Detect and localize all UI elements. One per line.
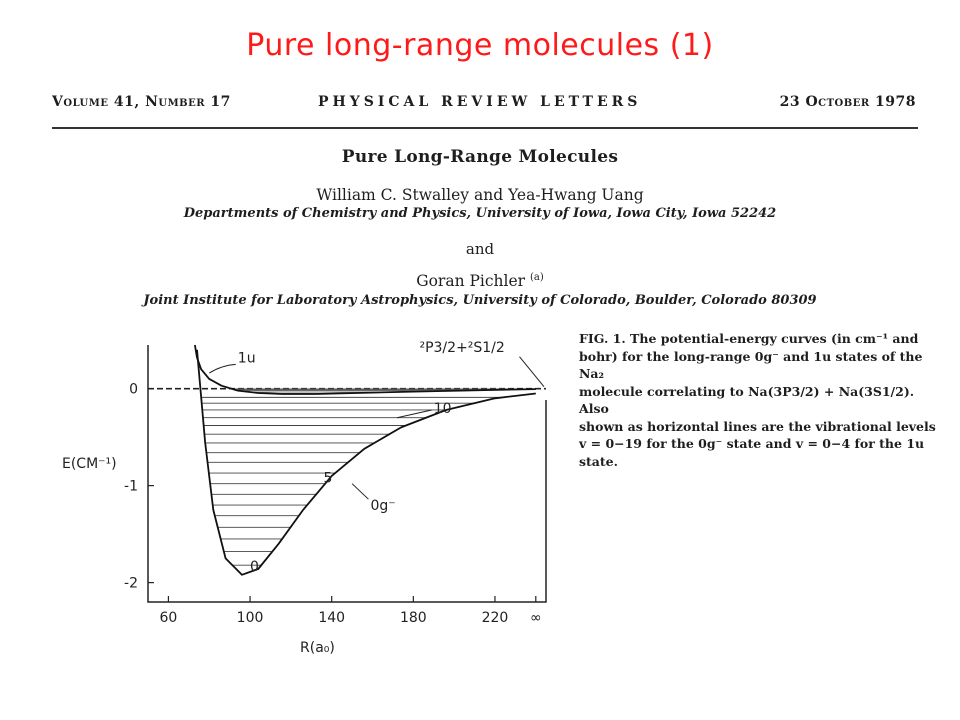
x-tick-label: 140 — [318, 610, 345, 626]
curve-label-0g: 0g⁻ — [370, 498, 395, 514]
level-annotation-5: 5 — [324, 471, 333, 487]
author-2: Goran Pichler (a) — [0, 272, 960, 290]
caption-line: bohr) for the long-range 0g⁻ and 1u stat… — [579, 348, 923, 382]
journal-date: 23 October 1978 — [779, 94, 916, 110]
caption-line: shown as horizontal lines are the vibrat… — [579, 418, 936, 434]
author-2-name: Goran Pichler — [416, 272, 526, 291]
level-leader-10 — [396, 409, 432, 419]
author-2-footnote: (a) — [530, 272, 544, 283]
label-leader-1u — [208, 363, 236, 374]
affiliation-2: Joint Institute for Laboratory Astrophys… — [143, 293, 817, 308]
affiliation-1: Departments of Chemistry and Physics, Un… — [183, 206, 777, 221]
y-axis-label: E(CM⁻¹) — [62, 456, 117, 472]
slide-title: Pure long-range molecules (1) — [246, 28, 714, 63]
asymptote-label: ²P3/2+²S1/2 — [419, 340, 504, 356]
authors-line-1: William C. Stwalley and Yea-Hwang Uang — [316, 186, 644, 204]
curve-1u — [194, 344, 536, 395]
plot-frame — [147, 345, 547, 603]
caption-line: molecule correlating to Na(3P3/2) + Na(3… — [579, 383, 915, 417]
x-tick-label: ∞ — [530, 610, 542, 626]
level-annotation-0: 0 — [250, 559, 259, 575]
header-rule — [52, 127, 918, 129]
curve-0g — [196, 349, 536, 576]
y-tick-label: -2 — [124, 576, 138, 592]
y-tick-label: -1 — [124, 479, 138, 495]
curve-label-1u: 1u — [238, 350, 256, 366]
y-tick-label: 0 — [129, 382, 138, 398]
and-separator: and — [465, 240, 495, 258]
caption-line: FIG. 1. The potential-energy curves (in … — [579, 331, 919, 346]
paper-title: Pure Long-Range Molecules — [341, 147, 619, 167]
x-tick-label: 180 — [400, 610, 427, 626]
x-tick-label: 60 — [159, 610, 177, 626]
x-axis-label: R(a₀) — [300, 640, 335, 656]
journal-name: PHYSICAL REVIEW LETTERS — [318, 94, 642, 110]
label-leader-0g — [351, 483, 369, 500]
asymptote-leader — [519, 356, 545, 388]
x-tick-label: 220 — [482, 610, 509, 626]
journal-volume: Volume 41, Number 17 — [52, 94, 231, 110]
level-annotation-10: 10 — [434, 401, 452, 417]
figure-caption: FIG. 1. The potential-energy curves (in … — [579, 330, 939, 470]
caption-line: v = 0−19 for the 0g⁻ state and v = 0−4 f… — [579, 436, 925, 469]
x-tick-label: 100 — [237, 610, 264, 626]
